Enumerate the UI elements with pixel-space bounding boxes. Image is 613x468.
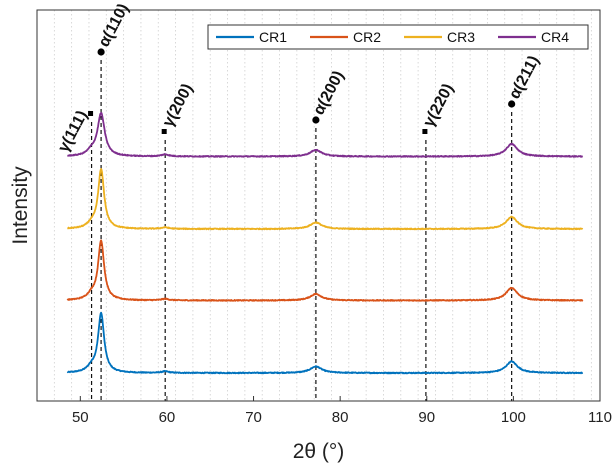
legend-label-cr1: CR1 <box>259 29 287 45</box>
legend-label-cr3: CR3 <box>447 29 475 45</box>
gamma-phase-marker <box>88 111 94 116</box>
peak-label: γ(111) <box>55 108 91 155</box>
x-tick-label: 90 <box>418 409 435 426</box>
x-tick-label: 50 <box>72 409 89 426</box>
series-cr4-line <box>66 111 584 158</box>
grid <box>53 10 592 401</box>
series-cr3-line <box>66 168 584 231</box>
peak-label: γ(220) <box>420 81 457 130</box>
x-ticks: 50 60 70 80 90 100 110 <box>72 396 612 426</box>
alpha-phase-marker <box>508 100 516 108</box>
peak-label: α(110) <box>96 1 133 50</box>
x-tick-label: 100 <box>501 409 526 426</box>
gamma-phase-marker <box>161 129 167 134</box>
legend: CR1 CR2 CR3 CR4 <box>207 24 589 50</box>
series-group <box>66 111 584 375</box>
legend-label-cr2: CR2 <box>353 29 381 45</box>
x-tick-label: 60 <box>159 409 176 426</box>
y-axis-title: Intensity <box>9 166 32 245</box>
series-cr2-line <box>66 239 584 302</box>
peak-label: α(200) <box>310 68 347 118</box>
x-axis-title: 2θ (°) <box>293 440 345 463</box>
peak-label: γ(200) <box>160 81 197 130</box>
alpha-phase-marker <box>97 48 105 56</box>
x-tick-label: 70 <box>245 409 262 426</box>
x-tick-label: 80 <box>332 409 349 426</box>
gamma-phase-marker <box>422 129 428 134</box>
reference-lines <box>90 60 513 401</box>
plot-frame <box>36 9 601 402</box>
alpha-phase-marker <box>312 116 320 124</box>
peak-label: α(211) <box>506 53 543 102</box>
legend-label-cr4: CR4 <box>541 29 569 45</box>
series-cr1-line <box>66 311 584 375</box>
x-tick-label: 110 <box>588 409 612 426</box>
